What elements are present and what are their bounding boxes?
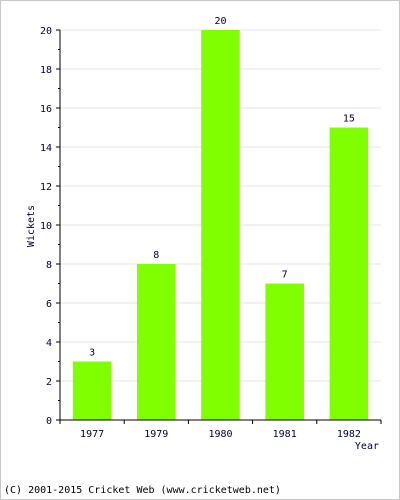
x-tick-label: 1982 [337,429,361,440]
bars [72,30,369,420]
x-tick-label: 1981 [273,429,297,440]
x-ticks: 1977 1979 1980 1981 1982 [59,420,382,440]
data-label-1981: 7 [282,270,288,281]
data-label-1977: 3 [89,348,95,359]
y-tick-label: 10 [40,221,52,232]
y-ticks: 0 2 4 6 8 10 12 14 16 18 20 [40,26,60,427]
y-tick-label: 8 [46,260,52,271]
y-tick-label: 6 [46,299,52,310]
data-label-1982: 15 [343,114,355,125]
bar-1982 [329,127,369,420]
y-axis-label: Wickets [26,205,37,247]
y-tick-label: 20 [40,26,52,37]
x-axis-label: Year [355,441,379,452]
bar-1977 [72,361,112,420]
data-label-1980: 20 [214,16,226,27]
x-tick-label: 1979 [144,429,168,440]
y-tick-label: 12 [40,182,52,193]
bar-1979 [137,264,176,420]
y-tick-label: 18 [40,65,52,76]
bar-1980 [201,30,240,420]
x-tick-label: 1977 [80,429,104,440]
data-label-1979: 8 [153,250,159,261]
y-tick-label: 16 [40,104,52,115]
bar-1981 [265,283,304,420]
y-tick-label: 4 [46,338,52,349]
y-tick-label: 14 [40,143,52,154]
footer-credit: (C) 2001-2015 Cricket Web (www.cricketwe… [4,485,281,496]
x-tick-label: 1980 [208,429,232,440]
y-tick-label: 2 [46,377,52,388]
data-labels: 3 8 20 7 15 [89,16,355,359]
y-tick-label: 0 [46,416,52,427]
